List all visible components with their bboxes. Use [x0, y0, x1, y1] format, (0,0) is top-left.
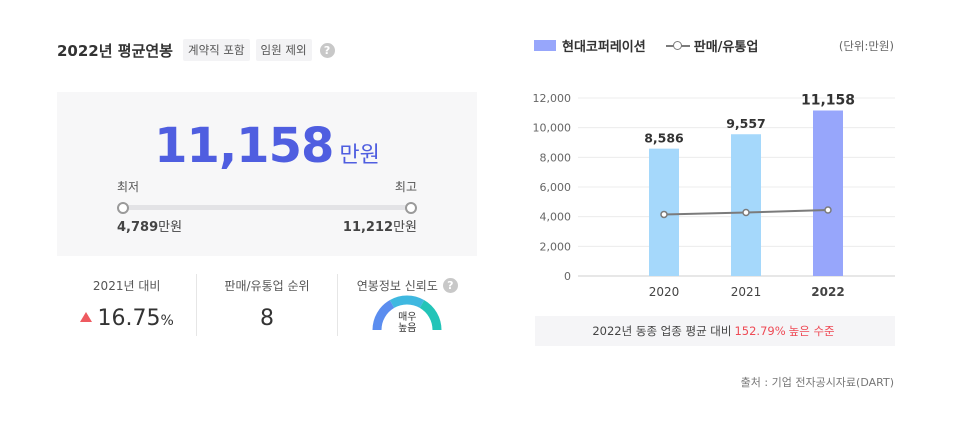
summary-prefix: 2022년 동종 업종 평균 대비: [592, 324, 732, 338]
rank-label: 판매/유통업 순위: [224, 279, 310, 293]
bar: [731, 134, 761, 276]
x-tick-label: 2020: [649, 285, 680, 299]
trust-label-row: 연봉정보 신뢰도 ?: [338, 277, 477, 294]
salary-header: 2022년 평균연봉 계약직 포함 임원 제외 ?: [57, 37, 335, 63]
summary-suffix: 높은 수준: [788, 324, 835, 338]
trust-gauge: 매우 높음: [371, 294, 443, 336]
stat-trust: 연봉정보 신뢰도 ? 매우 높음: [336, 274, 477, 336]
trust-value-line2: 높음: [398, 323, 417, 334]
max-label: 최고: [394, 180, 417, 194]
average-salary-unit: 만원: [339, 143, 380, 168]
average-salary: 11,158 만원: [57, 118, 477, 174]
y-tick-label: 10,000: [533, 122, 572, 135]
yoy-value-wrap: 16.75%: [57, 306, 196, 331]
y-tick-label: 12,000: [533, 92, 572, 105]
stat-rank: 판매/유통업 순위 8: [196, 274, 336, 336]
up-arrow-icon: [79, 312, 92, 322]
average-salary-box: 11,158 만원 최저 최고 4,789만원 11,212만원: [57, 92, 477, 256]
summary-box: 2022년 동종 업종 평균 대비 152.79% 높은 수준: [535, 316, 895, 346]
trust-help-icon[interactable]: ?: [442, 278, 458, 293]
min-salary: 4,789만원: [117, 216, 182, 235]
max-salary: 11,212만원: [343, 216, 417, 235]
yoy-pct: %: [160, 313, 174, 329]
stat-yoy: 2021년 대비 16.75%: [57, 274, 196, 336]
y-tick-label: 2,000: [540, 240, 572, 253]
unit-note: (단위:만원): [838, 39, 894, 53]
max-salary-value: 11,212: [342, 220, 394, 235]
min-label: 최저: [117, 180, 140, 194]
bar-value-label: 9,557: [726, 116, 766, 131]
help-icon[interactable]: ?: [319, 42, 335, 58]
summary-highlight: 152.79%: [734, 324, 786, 338]
x-tick-label: 2022: [811, 285, 844, 299]
yoy-value: 16.75: [97, 306, 161, 331]
chart-legend: 현대코퍼레이션 판매/유통업: [534, 36, 758, 55]
range-max-dot: [405, 202, 417, 214]
range-min-dot: [117, 202, 129, 214]
source-note: 출처 : 기업 전자공시자료(DART): [740, 376, 894, 389]
page-title: 2022년 평균연봉: [57, 41, 173, 60]
rank-value: 8: [259, 306, 274, 331]
yoy-label: 2021년 대비: [92, 279, 161, 293]
legend-industry: 판매/유통업: [693, 40, 759, 55]
y-tick-label: 6,000: [540, 181, 572, 194]
trust-value: 매우 높음: [371, 312, 443, 334]
legend-bar-swatch: [534, 40, 556, 51]
trust-value-line1: 매우: [398, 312, 417, 323]
line-point: [742, 208, 750, 217]
y-tick-label: 4,000: [540, 211, 572, 224]
x-tick-label: 2021: [731, 285, 762, 299]
tag-contract: 계약직 포함: [182, 39, 250, 61]
stats-row: 2021년 대비 16.75% 판매/유통업 순위 8 연봉정보 신뢰도 ?: [57, 274, 477, 336]
bar: [813, 110, 843, 276]
min-salary-unit: 만원: [158, 220, 183, 235]
y-tick-label: 0: [564, 270, 571, 283]
max-salary-unit: 만원: [393, 220, 417, 235]
salary-chart: 0 2,000 4,000 6,000 8,000 10,000 12,000 8,586 20…: [533, 92, 895, 299]
line-point: [660, 210, 668, 219]
average-salary-value: 11,158: [154, 118, 334, 174]
line-point: [824, 206, 832, 214]
range-track: [123, 205, 411, 210]
legend-line-swatch: [665, 40, 690, 51]
tag-executive: 임원 제외: [255, 39, 312, 61]
y-tick-label: 8,000: [540, 151, 572, 164]
salary-panel: 2022년 평균연봉 계약직 포함 임원 제외 ? 11,158 만원 최저 최고…: [57, 0, 477, 433]
legend-company: 현대코퍼레이션: [562, 40, 646, 55]
trust-label: 연봉정보 신뢰도: [356, 279, 438, 293]
bar-value-label: 8,586: [644, 131, 684, 146]
min-salary-value: 4,789: [117, 220, 159, 235]
bar-value-label: 11,158: [801, 92, 855, 108]
trust-gauge-icon: [372, 295, 442, 331]
chart-panel: 현대코퍼레이션 판매/유통업 (단위:만원) 0 2,000 4,000 6,000 8…: [520, 0, 900, 433]
